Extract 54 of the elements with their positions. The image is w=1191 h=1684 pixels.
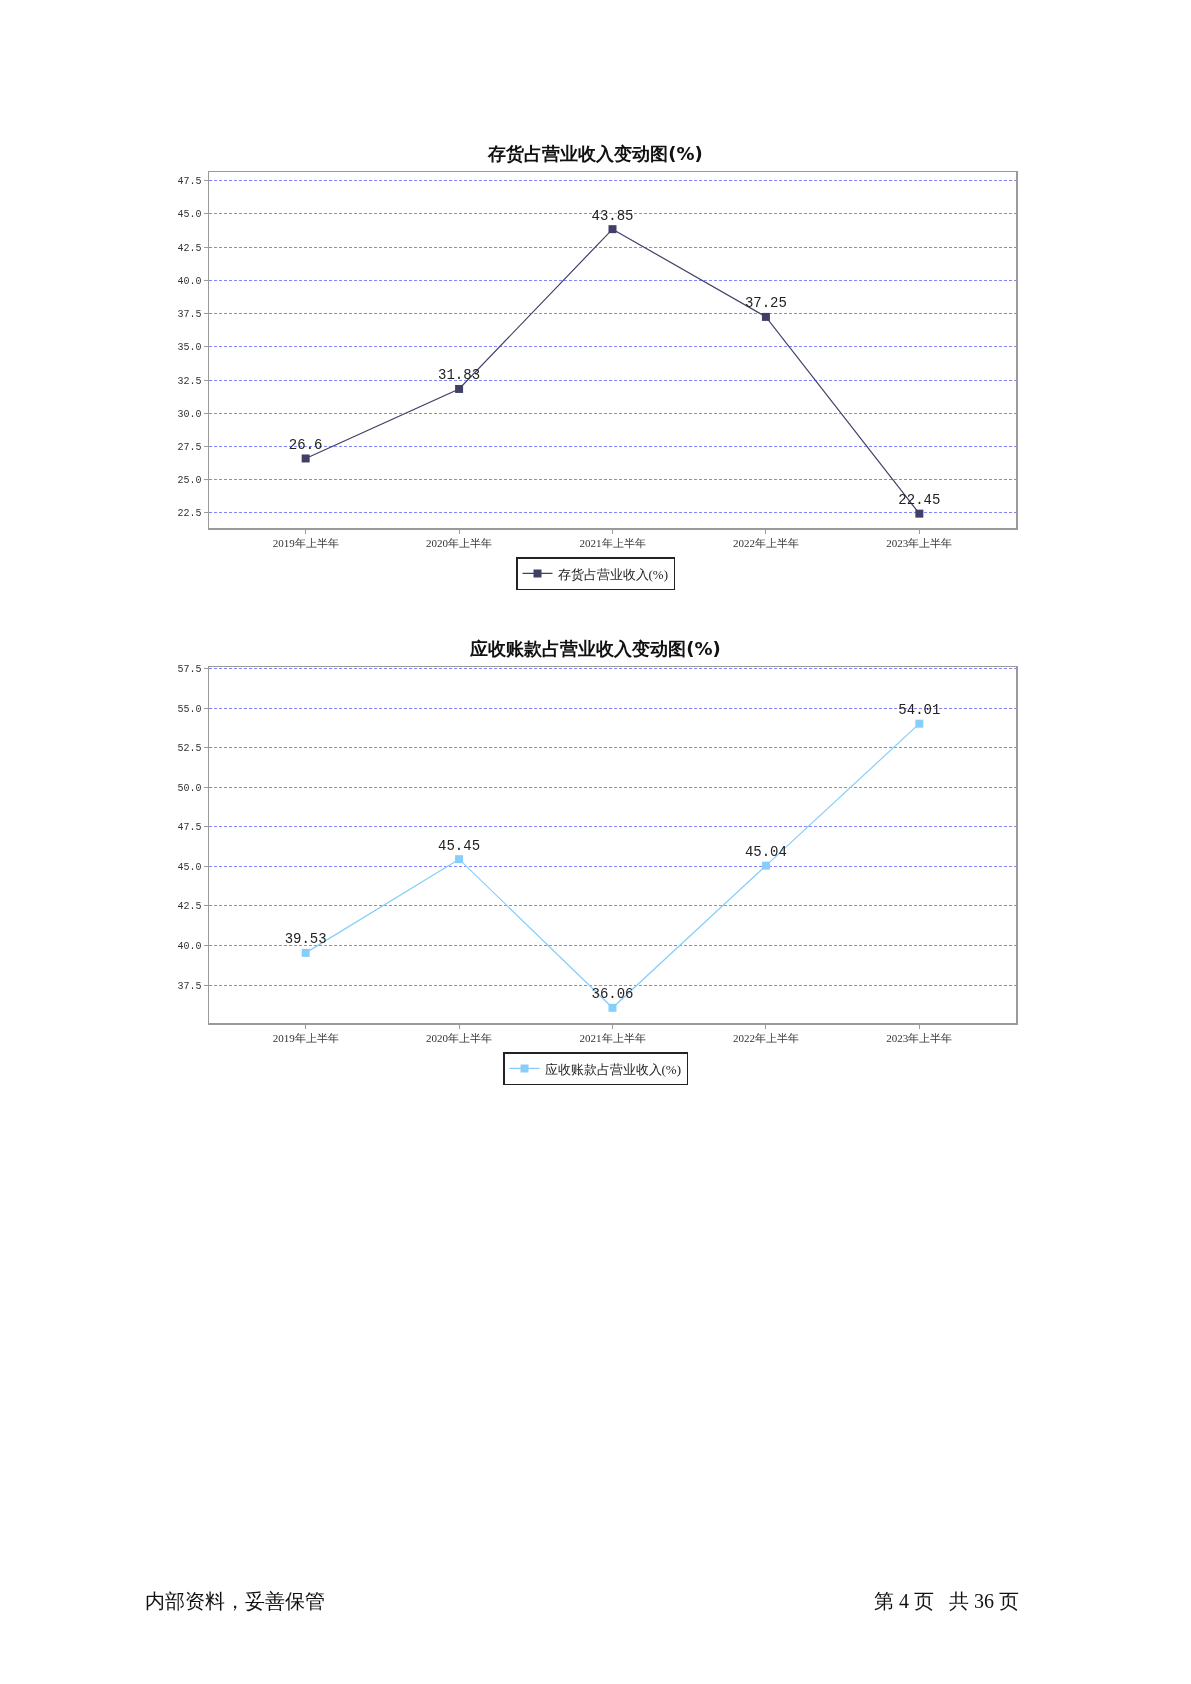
point xyxy=(915,719,924,728)
data-label: 37.25 xyxy=(744,295,787,312)
x-tick-label: 2021年上半年 xyxy=(579,536,646,549)
y-tick-label: 55.0 xyxy=(177,703,202,715)
data-label: 45.45 xyxy=(438,837,481,854)
point xyxy=(301,454,310,463)
y-tick-label: 27.5 xyxy=(177,442,202,454)
y-tick-label: 42.5 xyxy=(177,242,202,254)
x-tick-label: 2022年上半年 xyxy=(732,1031,799,1044)
legend-label: 应收账款占营业收入(%) xyxy=(544,1061,681,1077)
x-tick-label: 2020年上半年 xyxy=(426,536,493,549)
y-tick-label: 57.5 xyxy=(177,663,202,675)
text: 内部资料，妥善保管 xyxy=(145,1589,325,1614)
y-tick-label: 32.5 xyxy=(177,375,202,387)
data-label: 26.6 xyxy=(288,436,323,453)
point xyxy=(455,384,464,393)
y-tick-label: 47.5 xyxy=(177,176,202,188)
point xyxy=(761,861,770,870)
y-tick-label: 40.0 xyxy=(177,275,202,287)
y-tick-label: 52.5 xyxy=(177,743,202,755)
y-tick-label: 47.5 xyxy=(177,822,202,834)
y-tick-label: 37.5 xyxy=(177,980,202,992)
y-tick-label: 42.5 xyxy=(177,901,202,913)
text: 第 4 页 共 36 页 xyxy=(874,1589,1019,1614)
y-tick-label: 35.0 xyxy=(177,342,202,354)
chart-title: 应收账款占营业收入变动图(%) xyxy=(469,638,721,660)
x-tick-label: 2023年上半年 xyxy=(886,1031,953,1044)
data-label: 45.04 xyxy=(744,844,787,861)
x-tick-label: 2023年上半年 xyxy=(886,536,953,549)
legend-label: 存货占营业收入(%) xyxy=(557,566,668,582)
y-tick-label: 50.0 xyxy=(177,782,202,794)
chart-title: 存货占营业收入变动图(%) xyxy=(487,143,703,165)
point xyxy=(301,948,310,957)
y-tick-label: 22.5 xyxy=(177,508,202,520)
x-tick-label: 2020年上半年 xyxy=(426,1031,493,1044)
point xyxy=(608,225,617,234)
point xyxy=(455,855,464,864)
point xyxy=(761,312,770,321)
data-label: 54.01 xyxy=(898,702,941,719)
y-tick-label: 37.5 xyxy=(177,309,202,321)
y-tick-label: 45.0 xyxy=(177,209,202,221)
data-label: 43.85 xyxy=(591,207,634,224)
point xyxy=(608,1003,617,1012)
data-label: 36.06 xyxy=(591,986,634,1003)
y-tick-label: 30.0 xyxy=(177,408,202,420)
data-label: 39.53 xyxy=(284,931,327,948)
point xyxy=(915,509,924,518)
x-tick-label: 2019年上半年 xyxy=(272,536,339,549)
y-tick-label: 25.0 xyxy=(177,475,202,487)
x-tick-label: 2021年上半年 xyxy=(579,1031,646,1044)
x-tick-label: 2019年上半年 xyxy=(272,1031,339,1044)
y-tick-label: 40.0 xyxy=(177,940,202,952)
x-tick-label: 2022年上半年 xyxy=(732,536,799,549)
y-tick-label: 45.0 xyxy=(177,861,202,873)
